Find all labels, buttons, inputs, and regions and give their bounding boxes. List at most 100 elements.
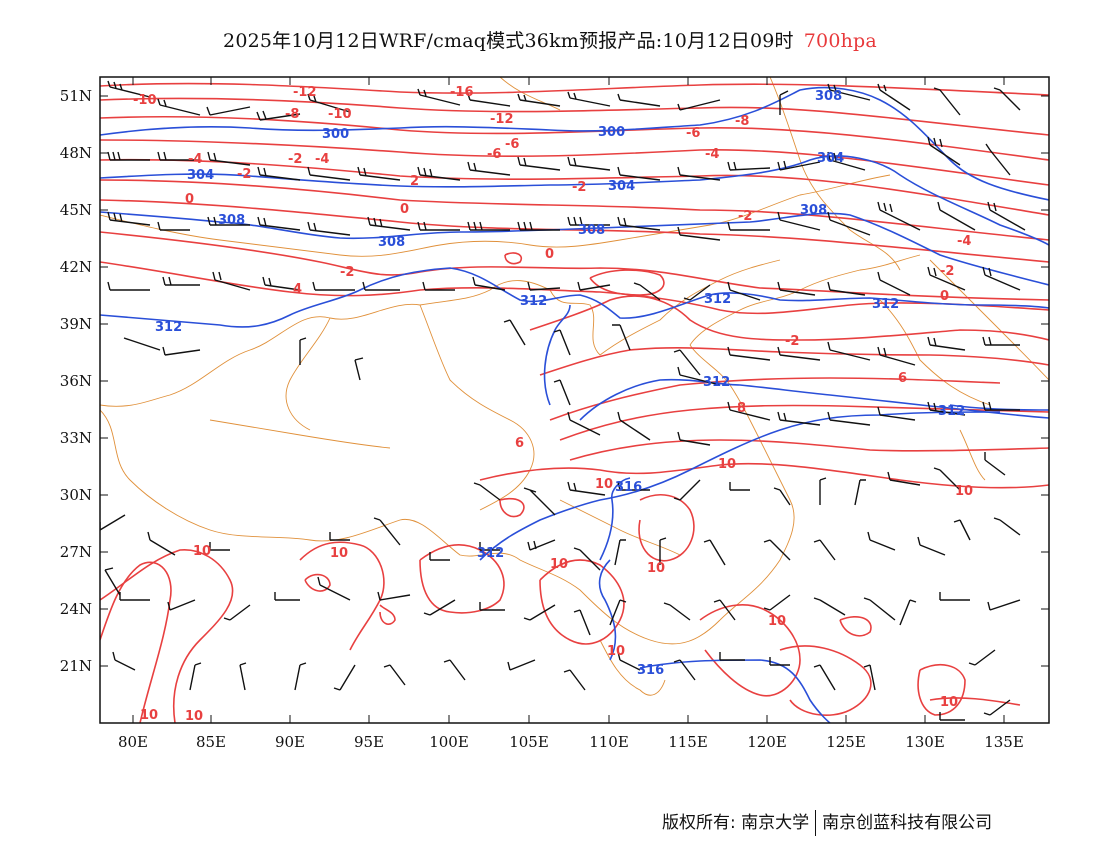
temp-label: 10 [550,557,568,572]
temp-label: -10 [133,93,157,108]
lon-label: 115E [668,733,708,751]
height-label: 304 [608,179,635,194]
temp-label: 4 [293,282,302,297]
temp-label: -4 [957,234,971,249]
temp-label: -12 [293,85,317,100]
copyright-text: 版权所有: 南京大学 [662,813,810,833]
height-label: 300 [598,125,625,140]
temp-label: 10 [647,561,665,576]
chart-title: 2025年10月12日WRF/cmaq模式36km预报产品:10月12日09时 7… [0,26,1100,53]
temp-label: -6 [487,147,501,162]
temp-label: 10 [607,644,625,659]
lon-label: 100E [429,733,469,751]
lon-label: 95E [354,733,384,751]
temp-label: 10 [955,484,973,499]
lon-label: 130E [905,733,945,751]
height-label: 312 [872,297,899,312]
temp-label: 6 [898,371,907,386]
temp-label: 10 [185,709,203,724]
height-label: 304 [817,151,844,166]
temp-label: 0 [400,202,409,217]
height-label: 308 [378,235,405,250]
height-label: 300 [322,127,349,142]
temp-label: -4 [188,152,202,167]
temp-label: -2 [785,334,799,349]
lon-label: 120E [747,733,787,751]
lon-label: 105E [509,733,549,751]
temp-label: 6 [515,436,524,451]
height-label: 308 [578,223,605,238]
temp-label: 2 [410,174,419,189]
temp-label: -4 [315,152,329,167]
temp-label: -4 [705,147,719,162]
title-main: 2025年10月12日WRF/cmaq模式36km预报产品:10月12日09时 [223,30,794,52]
temp-label: 10 [768,614,786,629]
temp-label: 0 [940,289,949,304]
temp-label: 10 [330,546,348,561]
lon-label: 125E [826,733,866,751]
height-label: 308 [815,89,842,104]
height-labels: 300 300 304 304 304 308 308 308 308 312 … [155,89,965,678]
lat-label: 24N [60,600,92,618]
temp-label: 10 [193,544,211,559]
temp-label: 8 [737,401,746,416]
height-label: 312 [477,546,504,561]
lon-axis: 80E 85E 90E 95E 100E 105E 110E 115E 120E… [118,77,1024,751]
temp-label: -16 [450,85,474,100]
wind-barbs [100,80,1026,721]
temp-label: -6 [505,137,519,152]
height-label: 312 [155,320,182,335]
temp-label: 10 [940,695,958,710]
temp-label: -6 [686,126,700,141]
lat-label: 36N [60,372,92,390]
temp-label: -10 [328,107,352,122]
lat-label: 51N [60,87,92,105]
temp-label: -8 [285,107,299,122]
height-label: 312 [703,375,730,390]
temp-label: -2 [288,152,302,167]
lat-axis: 51N 48N 45N 42N 39N 36N 33N 30N 27N 24N … [60,87,1049,675]
lat-label: 48N [60,144,92,162]
company-text: 南京创蓝科技有限公司 [822,813,993,833]
temp-label: 10 [140,708,158,723]
lat-label: 27N [60,543,92,561]
height-label: 312 [520,294,547,309]
title-level: 700hpa [803,30,877,52]
temp-label: -12 [490,112,514,127]
temp-label: -2 [738,209,752,224]
temp-label: 0 [185,192,194,207]
lat-label: 30N [60,486,92,504]
temp-label: -2 [572,180,586,195]
temp-label: -2 [340,265,354,280]
lon-label: 90E [275,733,305,751]
lon-label: 110E [589,733,629,751]
lat-label: 33N [60,429,92,447]
height-label: 316 [637,663,664,678]
height-label: 308 [800,203,827,218]
lat-label: 42N [60,258,92,276]
height-contours [100,86,1049,723]
plot-frame [99,76,1050,724]
height-label: 312 [704,292,731,307]
lon-label: 80E [118,733,148,751]
height-label: 316 [615,480,642,495]
lat-label: 45N [60,201,92,219]
temp-label: -8 [735,114,749,129]
footer: 版权所有: 南京大学 南京创蓝科技有限公司 [662,808,992,836]
temp-label: -2 [237,167,251,182]
lat-label: 39N [60,315,92,333]
temp-label: -2 [940,264,954,279]
temp-label: 10 [595,477,613,492]
temperature-contours [100,82,1049,723]
height-label: 304 [187,168,214,183]
temp-label: 0 [545,247,554,262]
height-label: 312 [938,404,965,419]
lat-label: 21N [60,657,92,675]
footer-divider [815,810,817,836]
lon-label: 135E [984,733,1024,751]
height-label: 308 [218,213,245,228]
lon-label: 85E [196,733,226,751]
temp-label: 10 [718,457,736,472]
temperature-labels: -16 -12 -12 -10 -10 -8 -8 -6 -6 -6 -4 -4… [133,85,973,724]
